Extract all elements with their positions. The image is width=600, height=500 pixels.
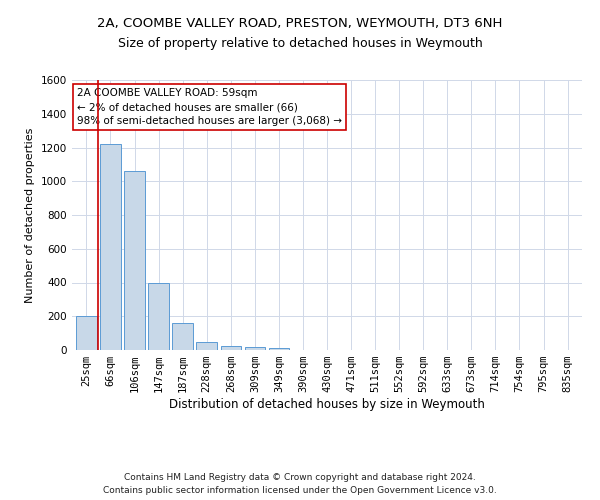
Y-axis label: Number of detached properties: Number of detached properties <box>25 128 35 302</box>
X-axis label: Distribution of detached houses by size in Weymouth: Distribution of detached houses by size … <box>169 398 485 411</box>
Bar <box>269 348 289 350</box>
Bar <box>124 171 145 350</box>
Bar <box>76 316 97 350</box>
Text: 2A, COOMBE VALLEY ROAD, PRESTON, WEYMOUTH, DT3 6NH: 2A, COOMBE VALLEY ROAD, PRESTON, WEYMOUT… <box>97 18 503 30</box>
Text: 2A COOMBE VALLEY ROAD: 59sqm
← 2% of detached houses are smaller (66)
98% of sem: 2A COOMBE VALLEY ROAD: 59sqm ← 2% of det… <box>77 88 342 126</box>
Bar <box>221 346 241 350</box>
Bar <box>148 282 169 350</box>
Bar <box>245 348 265 350</box>
Bar <box>100 144 121 350</box>
Bar <box>196 342 217 350</box>
Bar <box>172 323 193 350</box>
Text: Contains HM Land Registry data © Crown copyright and database right 2024.
Contai: Contains HM Land Registry data © Crown c… <box>103 474 497 495</box>
Text: Size of property relative to detached houses in Weymouth: Size of property relative to detached ho… <box>118 38 482 51</box>
